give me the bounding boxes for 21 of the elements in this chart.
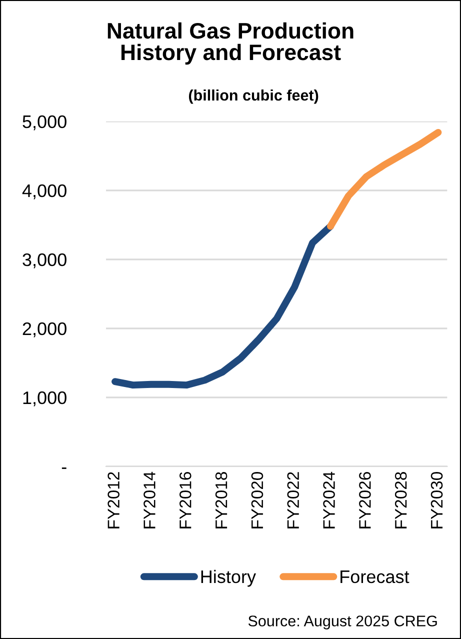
y-tick-label: 5,000 <box>22 115 66 130</box>
chart-title: Natural Gas Production History and Forecast <box>108 22 354 65</box>
y-tick-label: 2,000 <box>22 322 66 338</box>
y-tick-label: 3,000 <box>22 253 66 268</box>
x-tick-label: FY2014 <box>144 472 156 528</box>
legend-label: Forecast <box>340 570 410 584</box>
x-tick-label: FY2022 <box>287 472 300 528</box>
y-tick-label: 1,000 <box>23 391 66 406</box>
x-tick-label: FY2030 <box>430 472 443 528</box>
source-note: Source: August 2025 CREG <box>248 616 437 630</box>
x-tick-label: FY2016 <box>180 472 192 528</box>
x-tick-label: FY2026 <box>359 472 371 528</box>
x-tick-label: FY2012 <box>108 472 120 528</box>
chart-subtitle: (billion cubic feet) <box>188 89 318 104</box>
legend-label: History <box>201 570 256 587</box>
x-tick-label: FY2018 <box>215 472 228 528</box>
y-tick-label: - <box>62 468 66 469</box>
x-tick-label: FY2020 <box>251 472 264 528</box>
y-tick-label: 4,000 <box>22 184 66 200</box>
x-tick-label: FY2024 <box>323 472 335 528</box>
x-tick-label: FY2028 <box>394 472 407 528</box>
